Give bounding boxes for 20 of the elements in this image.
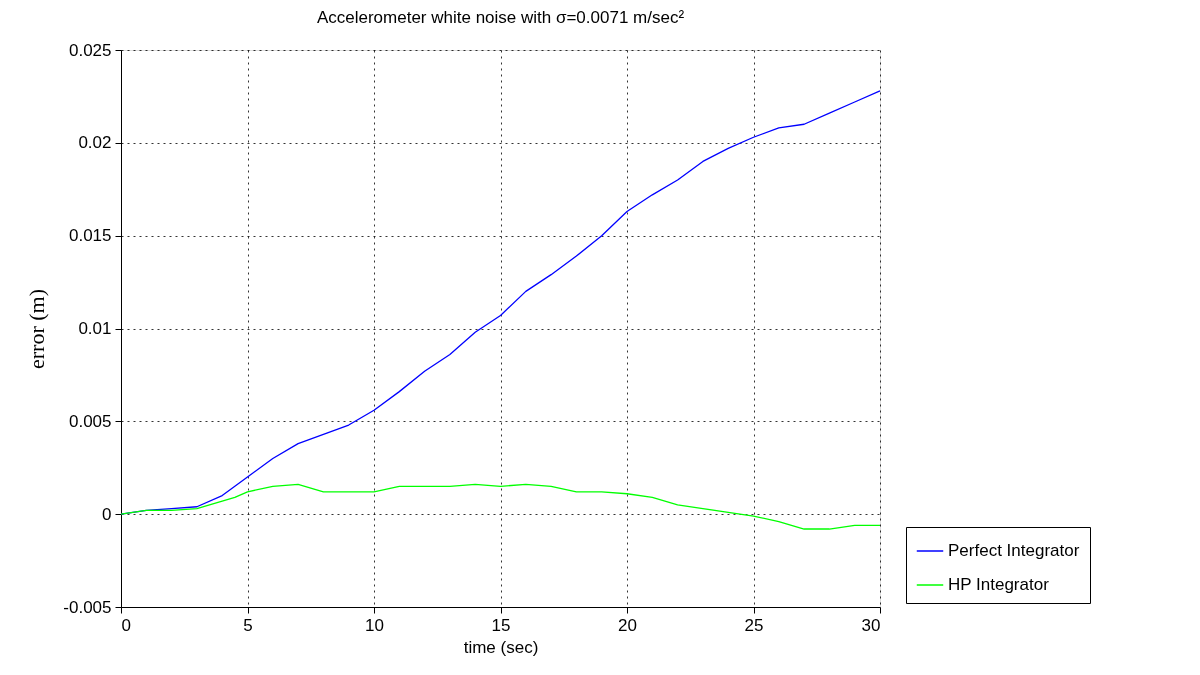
y-tick-label: 0.02 bbox=[78, 133, 112, 153]
line-series bbox=[120, 483, 881, 530]
y-axis-title: error (m) bbox=[24, 288, 50, 370]
x-tick-label: 10 bbox=[365, 615, 384, 635]
x-tick-label: 5 bbox=[243, 615, 253, 635]
y-tick-label: 0.025 bbox=[68, 40, 112, 60]
x-tick-label: 20 bbox=[618, 615, 637, 635]
x-tick-label: 25 bbox=[744, 615, 764, 635]
chart-title: Accelerometer white noise with σ=0.0071 m/sec² bbox=[316, 8, 685, 27]
y-tick-label: 0 bbox=[102, 504, 112, 524]
x-tick-label: 0 bbox=[121, 615, 131, 635]
y-tick-label: 0.015 bbox=[68, 226, 112, 246]
x-tick-label: 15 bbox=[491, 615, 511, 635]
x-tick-label: 30 bbox=[861, 615, 881, 635]
y-tick-label: 0.005 bbox=[68, 411, 112, 431]
y-tick-label: 0.01 bbox=[78, 319, 112, 338]
legend-label: Perfect Integrator bbox=[948, 541, 1080, 560]
x-axis-title: time (sec) bbox=[463, 637, 539, 657]
legend-label: HP Integrator bbox=[948, 575, 1050, 594]
y-tick-label: -0.005 bbox=[63, 597, 112, 617]
